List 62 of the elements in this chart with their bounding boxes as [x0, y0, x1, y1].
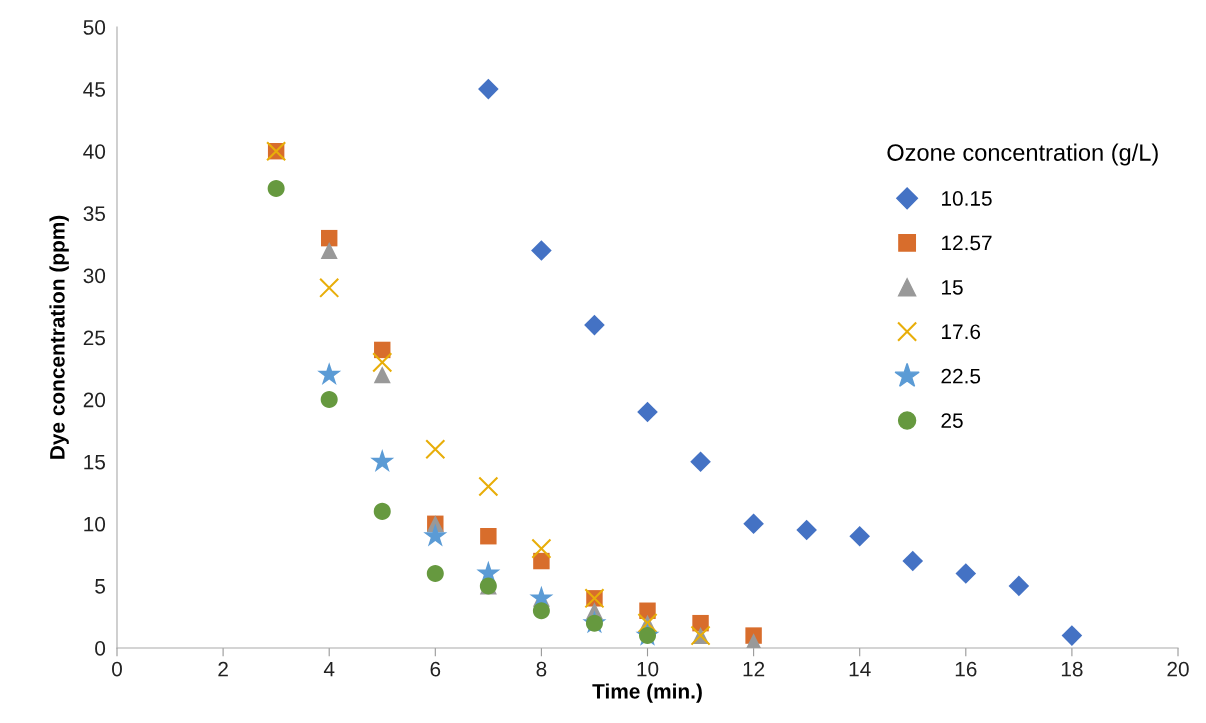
- point: [1061, 625, 1083, 646]
- y-axis-title: Dye concentration (ppm): [49, 215, 69, 459]
- y-tick-label: 5: [95, 579, 106, 594]
- legend-label: 15: [942, 280, 963, 295]
- x-tick-label: 8: [536, 661, 547, 677]
- x-tick-label: 10: [637, 661, 659, 677]
- y-tick-label: 20: [83, 392, 106, 408]
- point: [372, 352, 393, 373]
- point: [267, 179, 285, 197]
- point: [370, 449, 395, 472]
- x-tick-label: 20: [1167, 661, 1189, 677]
- x-tick-label: 12: [743, 661, 765, 677]
- point: [373, 366, 391, 384]
- legend-label: 17.6: [942, 324, 981, 340]
- x-tick-label: 18: [1061, 661, 1083, 677]
- y-tick-label: 40: [83, 144, 106, 159]
- point: [480, 528, 497, 545]
- x-axis-title: Time (min.): [592, 683, 702, 703]
- x-tick-label: 4: [323, 661, 335, 677]
- point: [317, 362, 342, 385]
- point: [373, 502, 391, 520]
- y-tick-label: 30: [83, 268, 106, 284]
- legend-label: 22.5: [941, 368, 981, 384]
- point: [584, 314, 605, 336]
- y-tick-label: 0: [95, 641, 106, 656]
- legend-label: 25: [941, 413, 963, 428]
- point: [478, 476, 499, 497]
- y-tick-label: 10: [84, 516, 106, 532]
- y-tick-label: 50: [83, 20, 106, 35]
- point: [533, 552, 550, 570]
- point: [849, 525, 870, 547]
- point: [955, 563, 977, 584]
- x-tick-label: 0: [112, 661, 122, 677]
- point: [320, 229, 338, 247]
- y-tick-label: 45: [83, 82, 106, 97]
- point: [1008, 575, 1030, 597]
- legend-label: 12.57: [942, 235, 992, 251]
- point: [426, 564, 444, 582]
- legend-title: Ozone concentration (g/L): [887, 143, 1158, 166]
- point: [531, 240, 552, 261]
- y-tick-label: 35: [83, 206, 106, 222]
- y-tick-label: 25: [83, 330, 106, 346]
- point: [532, 602, 550, 620]
- x-tick-label: 16: [955, 661, 977, 677]
- x-tick-label: 6: [430, 661, 441, 677]
- x-tick-label: 2: [218, 661, 228, 677]
- point: [690, 451, 711, 472]
- point: [319, 277, 340, 298]
- point: [320, 391, 338, 409]
- point: [423, 523, 448, 547]
- point: [320, 242, 338, 260]
- point: [637, 401, 658, 423]
- point: [531, 538, 552, 559]
- legend-label: 10.15: [942, 191, 992, 206]
- point: [796, 519, 817, 541]
- x-tick-label: 14: [849, 661, 871, 677]
- point: [478, 78, 499, 100]
- point: [902, 550, 924, 572]
- y-tick-label: 15: [84, 454, 106, 470]
- point: [425, 439, 446, 460]
- point: [745, 633, 763, 648]
- point: [743, 513, 764, 535]
